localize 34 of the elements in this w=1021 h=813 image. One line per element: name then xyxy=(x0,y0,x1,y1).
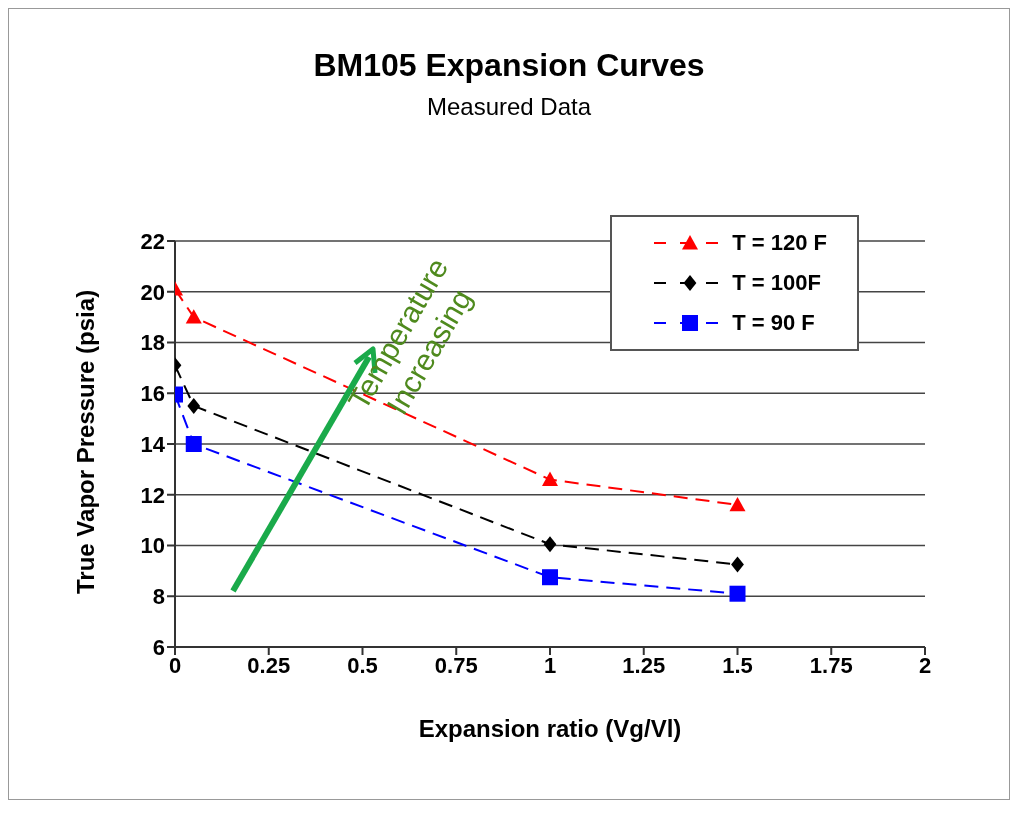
x-axis-title: Expansion ratio (Vg/Vl) xyxy=(418,715,682,742)
point xyxy=(729,496,746,512)
legend-label: T = 100F xyxy=(732,270,821,296)
x-tick-label: 0.5 xyxy=(347,652,378,678)
x-tick-label: 2 xyxy=(918,652,932,678)
point xyxy=(542,471,558,486)
x-tick-label: 0.25 xyxy=(247,652,291,678)
point xyxy=(185,436,202,452)
y-tick-label: 14 xyxy=(140,431,166,457)
y-tick-label: 8 xyxy=(152,584,165,610)
y-tick-label: 10 xyxy=(140,533,165,559)
point xyxy=(542,569,558,586)
x-tick-label: 1.5 xyxy=(722,652,753,678)
x-tick-label: 1.75 xyxy=(809,652,853,678)
chart-title: BM105 Expansion Curves xyxy=(312,47,706,84)
legend-label: T = 120 F xyxy=(732,230,827,256)
x-tick-label: 1.25 xyxy=(622,652,666,678)
x-tick-label: 0 xyxy=(168,652,182,678)
x-tick-label: 0.75 xyxy=(434,652,478,678)
y-tick-label: 20 xyxy=(140,279,165,305)
y-tick-label: 12 xyxy=(140,482,165,508)
point xyxy=(729,585,746,602)
x-tick-label: 1 xyxy=(543,652,557,678)
y-tick-label: 6 xyxy=(152,634,165,660)
y-axis-title: True Vapor Pressure (psia) xyxy=(71,289,99,594)
legend-label: T = 90 F xyxy=(732,310,815,336)
point xyxy=(185,309,202,324)
y-tick-label: 22 xyxy=(140,228,165,254)
y-tick-label: 16 xyxy=(140,381,165,407)
point xyxy=(543,536,557,553)
y-tick-label: 18 xyxy=(140,330,165,356)
chart-subtitle: Measured Data xyxy=(425,93,593,121)
point xyxy=(731,556,744,573)
point xyxy=(187,397,201,414)
